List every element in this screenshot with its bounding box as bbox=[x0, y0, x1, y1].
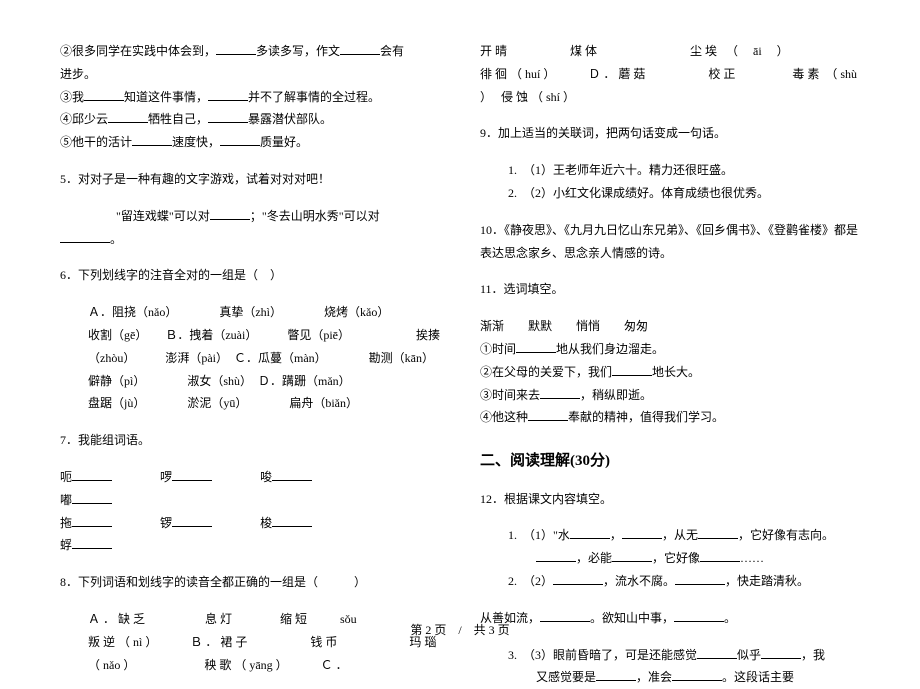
q8-options: Ａ ． 缺 乏 息 灯 缩 短 sǒu 叛 逆 （ nì ） Ｂ ． 裙 子 钱… bbox=[60, 608, 440, 676]
q6-options: Ａ．阻挠（nǎo） 真挚（zhì） 烧烤（kǎo） 收割（gē） Ｂ．拽着（zu… bbox=[60, 301, 440, 415]
q12-3b: 又感觉要是，准会。这段话主要 bbox=[480, 666, 860, 689]
right-column: 开 晴 煤 体 尘 埃 （ āi ） 徘 徊 （ huí ） Ｄ ． 蘑 菇 校… bbox=[480, 40, 860, 610]
q7-row2: 嘟 bbox=[60, 489, 440, 512]
q5-content: "留连戏蝶"可以对；"冬去山明水秀"可以对 bbox=[60, 205, 440, 228]
q5-end: 。 bbox=[60, 228, 440, 251]
q7-row4: 蜉 bbox=[60, 534, 440, 557]
q9-item2: 2. （2）小红文化课成绩好。体育成绩也很优秀。 bbox=[480, 182, 860, 205]
q12-3: 3. （3）眼前昏暗了，可是还能感觉似乎，我 bbox=[480, 644, 860, 667]
section-2-title: 二、阅读理解(30分) bbox=[480, 447, 860, 476]
q4-line: ④邱少云牺牲自己，暴露潜伏部队。 bbox=[60, 108, 440, 131]
q11-4: ④他这种奉献的精神，值得我们学习。 bbox=[480, 406, 860, 429]
q12-title: 12．根据课文内容填空。 bbox=[480, 488, 860, 511]
q10: 10．《静夜思》、《九月九日忆山东兄弟》、《回乡偶书》、《登鹳雀楼》都是表达思念… bbox=[480, 219, 860, 265]
q7-row3: 拖 锣 梭 bbox=[60, 512, 440, 535]
q9-title: 9．加上适当的关联词，把两句话变成一句话。 bbox=[480, 122, 860, 145]
q11-words: 渐渐 默默 悄悄 匆匆 bbox=[480, 315, 860, 338]
q12-2: 2. （2），流水不腐。，快走踏清秋。 bbox=[480, 570, 860, 593]
q5sub-line: ⑤他干的活计速度快，质量好。 bbox=[60, 131, 440, 154]
q8-title: 8．下列词语和划线字的读音全都正确的一组是（ ） bbox=[60, 571, 440, 594]
q7-title: 7．我能组词语。 bbox=[60, 429, 440, 452]
page-columns: ②很多同学在实践中体会到，多读多写，作文会有 进步。 ③我知道这件事情，并不了解… bbox=[60, 40, 860, 610]
q11-1: ①时间地从我们身边溜走。 bbox=[480, 338, 860, 361]
q12-1: 1. （1）"水，，从无，它好像有志向。 bbox=[480, 524, 860, 547]
left-column: ②很多同学在实践中体会到，多读多写，作文会有 进步。 ③我知道这件事情，并不了解… bbox=[60, 40, 440, 610]
q8-cont: 开 晴 煤 体 尘 埃 （ āi ） 徘 徊 （ huí ） Ｄ ． 蘑 菇 校… bbox=[480, 40, 860, 108]
q5-title: 5．对对子是一种有趣的文字游戏，试着对对对吧！ bbox=[60, 168, 440, 191]
page-footer: 第 2 页 / 共 3 页 bbox=[0, 621, 920, 638]
q2-line1: ②很多同学在实践中体会到，多读多写，作文会有 bbox=[60, 40, 440, 63]
q3-line: ③我知道这件事情，并不了解事情的全过程。 bbox=[60, 86, 440, 109]
q7-row1: 呃 啰 唆 bbox=[60, 466, 440, 489]
q11-title: 11．选词填空。 bbox=[480, 278, 860, 301]
q6-title: 6．下列划线字的注音全对的一组是（ ） bbox=[60, 264, 440, 287]
q11-2: ②在父母的关爱下，我们地长大。 bbox=[480, 361, 860, 384]
q2-line2: 进步。 bbox=[60, 63, 440, 86]
q12-1b: ，必能，它好像…… bbox=[480, 547, 860, 570]
q11-3: ③时间来去，稍纵即逝。 bbox=[480, 384, 860, 407]
q9-item1: 1. （1）王老师年近六十。精力还很旺盛。 bbox=[480, 159, 860, 182]
